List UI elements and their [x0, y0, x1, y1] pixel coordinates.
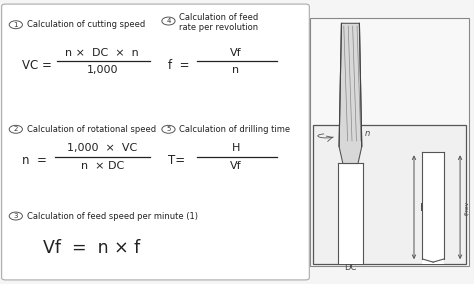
- Text: Calculation of feed speed per minute (1): Calculation of feed speed per minute (1): [27, 212, 198, 221]
- Text: 2: 2: [14, 126, 18, 132]
- Text: 1,000  ×  VC: 1,000 × VC: [67, 143, 137, 153]
- Text: n: n: [365, 129, 370, 137]
- Text: T=: T=: [168, 154, 186, 167]
- Text: H: H: [232, 143, 240, 153]
- Text: 3: 3: [14, 213, 18, 219]
- Text: Calculation of rotational speed: Calculation of rotational speed: [27, 125, 156, 134]
- FancyBboxPatch shape: [310, 18, 469, 266]
- Text: 1: 1: [14, 22, 18, 28]
- Text: Vf  =  n × f: Vf = n × f: [43, 239, 140, 257]
- Text: n  × DC: n × DC: [81, 161, 124, 171]
- Text: n  =: n =: [22, 154, 47, 167]
- Text: H: H: [420, 203, 427, 213]
- Text: Vf: Vf: [230, 161, 242, 171]
- FancyBboxPatch shape: [1, 4, 310, 280]
- Polygon shape: [339, 23, 362, 164]
- Text: n: n: [232, 66, 240, 76]
- Text: Calculation of feed
rate per revolution: Calculation of feed rate per revolution: [179, 13, 259, 32]
- Text: Calculation of cutting speed: Calculation of cutting speed: [27, 20, 145, 29]
- Text: Vf: Vf: [230, 48, 242, 58]
- Bar: [422, 153, 444, 264]
- Text: f  =: f =: [168, 59, 190, 72]
- Text: VC =: VC =: [22, 59, 52, 72]
- Text: 5: 5: [166, 126, 171, 132]
- Text: f/rev: f/rev: [465, 201, 470, 215]
- Text: DC: DC: [344, 263, 356, 272]
- Text: Calculation of drilling time: Calculation of drilling time: [179, 125, 291, 134]
- Text: n ×  DC  ×  n: n × DC × n: [65, 48, 139, 58]
- Text: 1,000: 1,000: [87, 66, 118, 76]
- Bar: [313, 125, 466, 264]
- Bar: [338, 164, 363, 264]
- Text: 4: 4: [166, 18, 171, 24]
